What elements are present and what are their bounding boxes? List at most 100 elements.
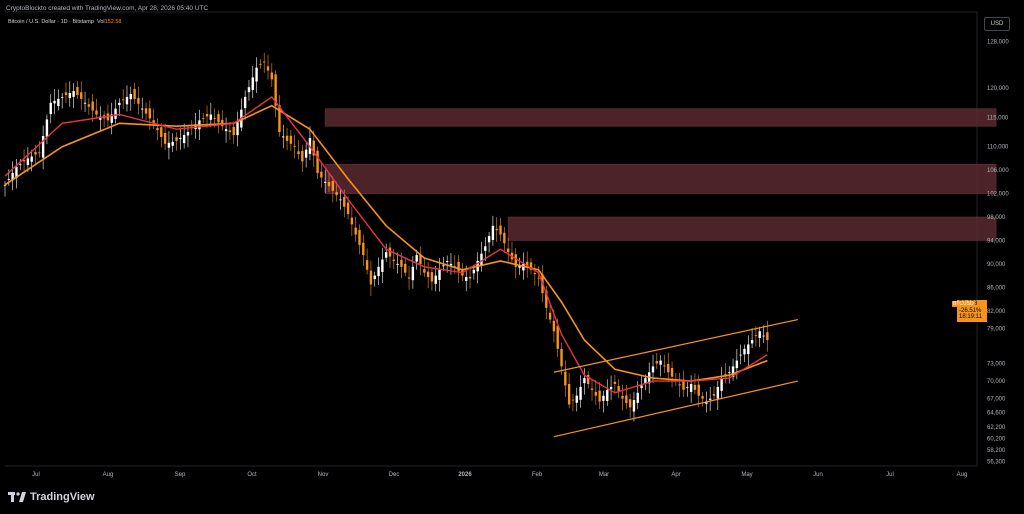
candle-body <box>438 269 441 280</box>
instrument-name: Bitcoin / U.S. Dollar · 1D · Bitstamp <box>8 19 94 25</box>
tradingview-brand[interactable]: TradingView <box>8 491 95 503</box>
candle-body <box>571 399 575 401</box>
price-change: -26.51% <box>959 307 982 314</box>
y-tick-label: 110,000 <box>987 145 1009 151</box>
candle-body <box>598 390 601 402</box>
candle-body <box>228 130 232 133</box>
candle-body <box>335 191 338 196</box>
candle-body <box>728 372 731 374</box>
candle-body <box>583 378 586 384</box>
candle-body <box>659 360 662 365</box>
candle-body <box>45 119 49 137</box>
candle-body <box>270 72 274 80</box>
chart-svg[interactable]: 128,000 120,000 115,000 110,000 106,000 102,0… <box>0 0 1024 484</box>
candle-body <box>503 232 506 244</box>
y-tick-label: 79,000 <box>987 326 1006 332</box>
candle-body <box>640 385 643 388</box>
y-tick-label: 120,000 <box>987 86 1009 92</box>
candle-body <box>434 275 437 284</box>
candle-body <box>182 135 186 144</box>
candle-body <box>343 196 346 207</box>
candle-body <box>202 118 205 119</box>
y-tick-label: 70,000 <box>987 379 1006 385</box>
candle-body <box>91 101 94 111</box>
candle-body <box>381 259 384 272</box>
candle-body <box>655 361 659 364</box>
candle-body <box>289 135 293 144</box>
candle-body <box>735 360 739 369</box>
supply-zone-1 <box>324 164 997 194</box>
candle-body <box>339 199 342 201</box>
candle-body <box>754 335 758 336</box>
candle-body <box>68 93 71 99</box>
candle-body <box>430 272 434 282</box>
candle-body <box>663 365 666 367</box>
candle-body <box>350 217 354 225</box>
candle-body <box>579 386 582 400</box>
candle-body <box>628 399 632 408</box>
y-tick-label: 56,300 <box>987 459 1006 465</box>
channel-upper-line <box>553 318 798 373</box>
candle-body <box>686 386 689 388</box>
candle-body <box>762 335 765 337</box>
candle-body <box>693 384 697 390</box>
candle-body <box>590 388 594 390</box>
candle-body <box>160 127 163 137</box>
x-tick-label: Jul <box>32 472 40 478</box>
x-tick-label: Jun <box>813 472 823 478</box>
ma-slow-line <box>4 104 768 382</box>
y-tick-label: 64,600 <box>987 411 1006 417</box>
candle-body <box>545 290 548 308</box>
candle-body <box>514 254 517 267</box>
candle-body <box>567 384 571 405</box>
candle-body <box>621 395 624 399</box>
candle-body <box>163 132 167 144</box>
candle-body <box>365 260 369 270</box>
candle-body <box>282 136 285 138</box>
candle-body <box>53 100 56 104</box>
candle-body <box>354 227 357 235</box>
y-tick-label: 58,200 <box>987 448 1006 454</box>
candle-body <box>76 87 79 95</box>
instrument-legend: Bitcoin / U.S. Dollar · 1D · Bitstamp Vo… <box>8 19 121 25</box>
bar-countdown: 18:19:11 <box>959 314 982 320</box>
candle-body <box>705 401 708 404</box>
candle-body <box>236 122 239 136</box>
candle-body <box>529 262 533 270</box>
candle-body <box>689 383 693 392</box>
candle-body <box>312 140 315 156</box>
candle-body <box>232 126 235 136</box>
supply-zone-0 <box>324 108 997 127</box>
candle-body <box>293 145 296 147</box>
candle-body <box>64 92 68 95</box>
candle-body <box>83 102 87 104</box>
candle-body <box>34 151 37 155</box>
candle-body <box>369 270 373 285</box>
x-tick-label: Apr <box>671 472 680 478</box>
candle-body <box>766 332 769 341</box>
candle-body <box>266 66 270 71</box>
candle-body <box>26 158 30 166</box>
candle-body <box>670 367 674 377</box>
candle-body <box>95 110 98 115</box>
candle-body <box>384 252 388 258</box>
candle-body <box>209 114 213 120</box>
candle-body <box>426 271 430 278</box>
y-tick-label: 98,000 <box>987 215 1006 221</box>
y-tick-label: 82,000 <box>987 309 1006 315</box>
channel-lower-line <box>553 380 798 438</box>
candle-body <box>60 96 64 98</box>
candle-body <box>373 275 376 280</box>
candle-body <box>560 348 563 367</box>
candle-body <box>148 108 152 119</box>
currency-button[interactable]: USD <box>984 17 1010 31</box>
candle-body <box>743 348 746 355</box>
candle-body <box>495 228 498 231</box>
candle-body <box>480 253 483 266</box>
candle-body <box>377 266 380 277</box>
candle-body <box>7 178 11 180</box>
candle-body <box>11 173 14 181</box>
y-tick-label: 94,000 <box>987 238 1006 244</box>
candle-body <box>49 102 52 115</box>
